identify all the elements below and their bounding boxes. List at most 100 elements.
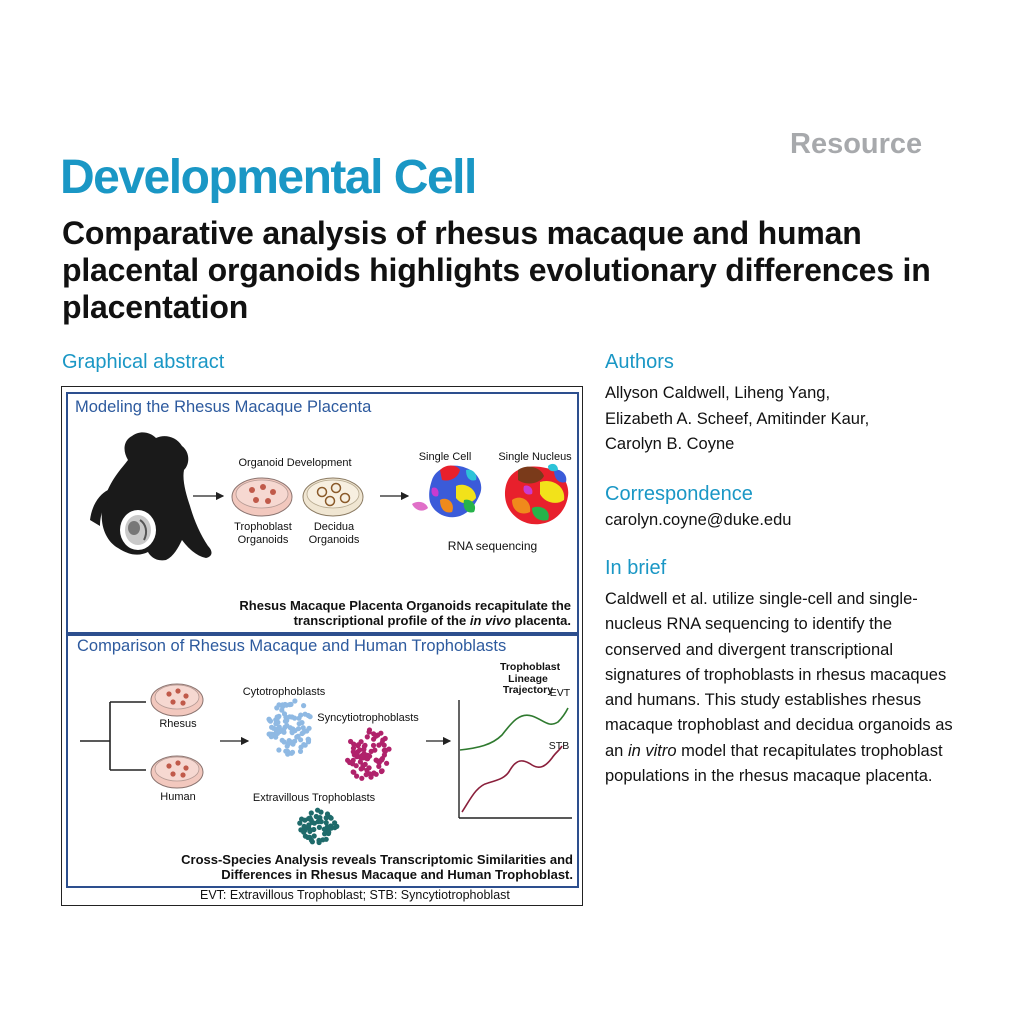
- cell-dot: [386, 746, 392, 752]
- syncytiotrophoblasts-label: Syncytiotrophoblasts: [317, 712, 419, 724]
- cell-dot: [354, 773, 360, 779]
- cell-dot: [311, 833, 317, 839]
- panel-a-summary: Rhesus Macaque Placenta Organoids recapi…: [150, 598, 571, 628]
- cell-dot: [266, 731, 272, 737]
- cell-dot: [355, 742, 362, 748]
- cell-dot: [285, 751, 291, 757]
- cell-dot: [323, 820, 329, 826]
- cell-dot: [361, 746, 367, 753]
- correspondence-heading: Correspondence: [605, 483, 753, 505]
- cell-dot: [323, 836, 329, 842]
- cytotrophoblasts-label: Cytotrophoblasts: [242, 686, 326, 698]
- stb-label: STB: [548, 740, 570, 752]
- cell-dot: [281, 711, 288, 717]
- cell-dot: [378, 730, 384, 736]
- cell-dot: [307, 828, 313, 835]
- cell-dot: [315, 807, 321, 813]
- cell-dot: [294, 734, 300, 740]
- cell-dot: [299, 730, 305, 737]
- cell-dot: [359, 752, 365, 759]
- author-list: Allyson Caldwell, Liheng Yang, Elizabeth…: [605, 381, 965, 458]
- stb-curve: [461, 745, 563, 813]
- panel-b-summary-line: Cross-Species Analysis reveals Transcrip…: [181, 852, 573, 867]
- cell-dot: [334, 823, 340, 830]
- article-title: Comparative analysis of rhesus macaque a…: [62, 215, 931, 325]
- panel-modeling: [66, 392, 579, 634]
- author-line: Elizabeth A. Scheef, Amitinder Kaur,: [605, 409, 870, 428]
- cell-dot: [360, 765, 366, 771]
- graphical-abstract-frame: [61, 386, 583, 906]
- cell-dot: [384, 760, 390, 766]
- cell-dot: [316, 837, 322, 844]
- cell-dot: [323, 815, 329, 821]
- in-brief-text-part: Caldwell et al. utilize single-cell and …: [605, 590, 953, 760]
- cell-dot: [376, 742, 382, 748]
- author-line: Carolyn B. Coyne: [605, 435, 735, 453]
- cell-dot: [311, 826, 317, 833]
- cell-dot: [289, 749, 296, 755]
- cell-dot: [359, 775, 365, 781]
- cell-dot: [326, 829, 332, 835]
- syncytiotrophoblast-cluster-icon: [345, 727, 392, 781]
- in-brief-text: Caldwell et al. utilize single-cell and …: [605, 587, 965, 789]
- authors-heading: Authors: [605, 351, 674, 373]
- cell-dot: [299, 720, 305, 726]
- single-nucleus-label: Single Nucleus: [498, 451, 572, 463]
- cell-dot: [298, 712, 304, 718]
- cell-dot: [364, 734, 370, 740]
- graphical-abstract-heading: Graphical abstract: [62, 351, 225, 373]
- cell-dot: [276, 747, 282, 753]
- cell-dot: [305, 736, 311, 742]
- cell-dot: [351, 769, 357, 775]
- cell-dot: [274, 705, 280, 711]
- panel-b-title: Comparison of Rhesus Macaque and Human T…: [77, 637, 507, 655]
- journal-name: Developmental Cell: [60, 151, 477, 204]
- cell-dot: [370, 742, 377, 749]
- cell-dot: [306, 834, 313, 840]
- rhesus-dish-icon: [150, 683, 204, 717]
- author-line: Allyson Caldwell, Liheng Yang,: [605, 384, 831, 402]
- single-nucleus-umap-icon: [504, 463, 569, 525]
- evt-curve: [459, 707, 569, 751]
- cell-dot: [328, 815, 334, 821]
- in-brief-text-part: model that recapitulates trophoblast pop…: [605, 741, 943, 786]
- article-type-label: Resource: [790, 128, 923, 160]
- cell-dot: [376, 763, 382, 770]
- correspondence-email[interactable]: carolyn.coyne@duke.edu: [605, 511, 792, 529]
- cell-dot: [313, 813, 319, 820]
- cell-dot: [273, 721, 279, 727]
- decidua-organoids-label: Decidua Organoids: [308, 521, 360, 546]
- cell-dot: [273, 726, 279, 733]
- cell-dot: [289, 714, 295, 720]
- human-label: Human: [160, 791, 196, 803]
- trophoblast-organoids-label: Trophoblast Organoids: [234, 521, 292, 546]
- cell-dot: [279, 707, 285, 713]
- cell-dot: [357, 747, 363, 753]
- human-dish-icon: [150, 755, 204, 789]
- cell-dot: [367, 753, 373, 759]
- rhesus-label: Rhesus: [159, 718, 197, 730]
- panel-comparison: [66, 634, 579, 888]
- extravillous-label: Extravillous Trophoblasts: [252, 792, 376, 804]
- cell-dot: [274, 730, 281, 737]
- cell-dot: [376, 760, 382, 766]
- cell-dot: [308, 810, 314, 816]
- panel-a-summary-line: transcriptional profile of the in vivo p…: [293, 613, 571, 628]
- in-brief-italic: in vitro: [627, 741, 677, 760]
- rna-sequencing-label: RNA sequencing: [447, 539, 538, 553]
- cell-dot: [285, 741, 292, 747]
- cell-dot: [378, 768, 385, 774]
- cell-dot: [283, 702, 289, 708]
- cell-dot: [266, 716, 272, 722]
- cell-dot: [281, 729, 287, 735]
- cell-dot: [292, 698, 298, 704]
- cell-dot: [301, 703, 307, 709]
- cell-dot: [302, 742, 308, 748]
- cell-dot: [304, 728, 310, 734]
- cell-dot: [302, 817, 308, 823]
- trophoblast-organoid-dish-icon: [231, 477, 293, 517]
- cell-dot: [292, 738, 298, 744]
- decidua-organoid-dish-icon: [302, 477, 364, 517]
- cell-dot: [316, 824, 322, 831]
- macaque-silhouette-icon: [90, 432, 212, 561]
